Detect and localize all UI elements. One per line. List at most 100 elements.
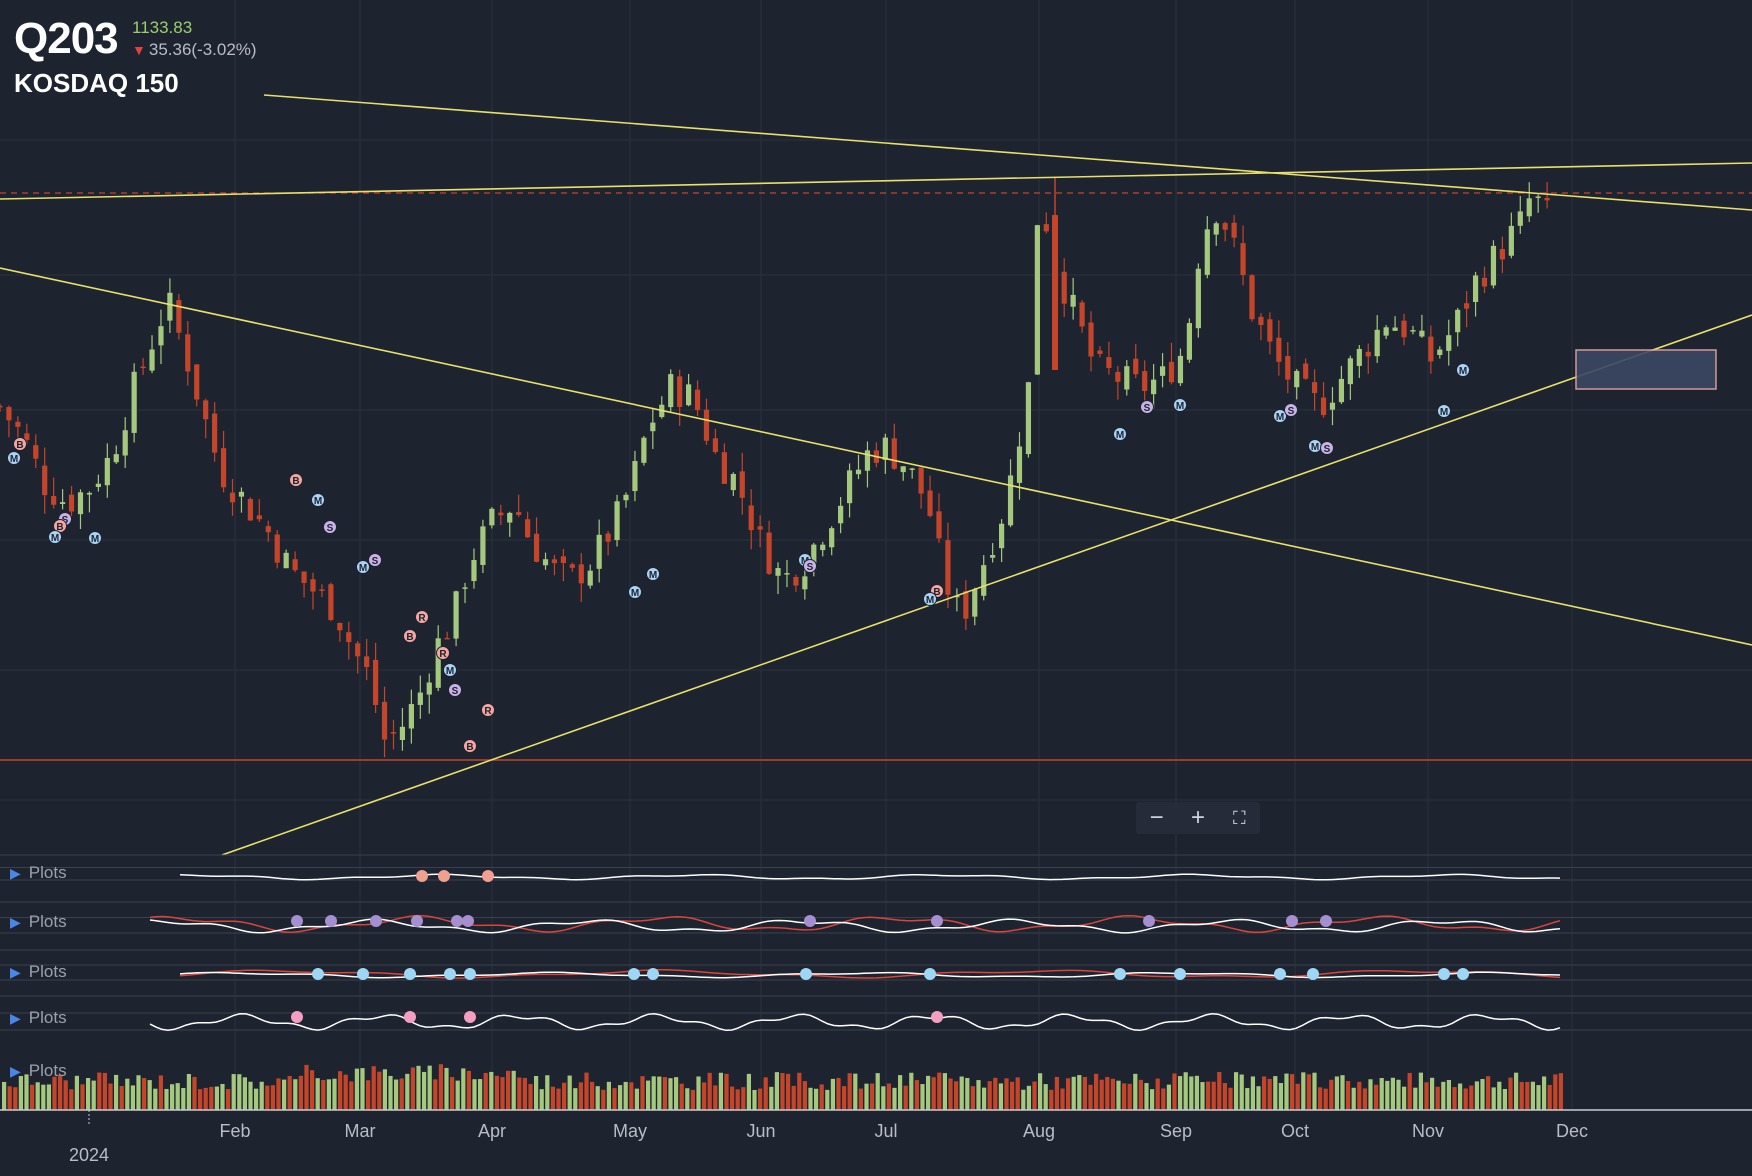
x-axis-year: 2024 [68,1145,110,1165]
volume-bar [388,1075,393,1110]
candle-body [1347,358,1353,385]
volume-bar [819,1084,824,1110]
indicator-dot [931,915,943,927]
volume-bar [1010,1081,1015,1110]
signal-marker-label: M [926,595,934,606]
volume-bar [226,1089,231,1110]
volume-bar [914,1080,919,1110]
indicator-dot [931,1011,943,1023]
volume-bar [679,1083,684,1110]
volume-bar [814,1088,819,1110]
volume-bar [623,1081,628,1110]
volume-bar [987,1081,992,1110]
candle-body [569,564,575,568]
volume-bar [1043,1084,1048,1110]
x-axis-month-label: Aug [1022,1121,1056,1141]
volume-bar [1222,1083,1227,1110]
candle-body [1535,196,1541,198]
volume-bar [142,1078,147,1110]
candle-body [811,544,817,570]
volume-bar [298,1075,303,1110]
volume-bar [1015,1077,1020,1110]
candle-body [1177,355,1184,384]
zoom-controls: − + ⛶ [1136,802,1260,834]
plots-panel-2[interactable]: ▶ Plots [10,912,67,931]
candle-body [33,445,39,459]
candle-body [158,326,164,346]
signal-marker-icon [436,646,450,660]
candle-body [77,492,84,515]
volume-bar [35,1082,40,1110]
candle-body [605,533,611,542]
candle-body [498,512,504,516]
candle-body [1159,366,1166,376]
candle-body [1213,223,1219,235]
candle-body [453,591,459,639]
signal-marker-label: M [1116,430,1124,441]
candle-body [364,656,370,668]
candle-body [1034,225,1040,375]
volume-bar [965,1077,970,1110]
fullscreen-button[interactable]: ⛶ [1233,808,1246,828]
expand-icon[interactable]: ▶ [10,964,21,980]
volume-bar [1379,1078,1384,1110]
indicator-dot [924,968,936,980]
volume-bar [1234,1072,1239,1110]
plots-panel-4[interactable]: ▶ Plots [10,1008,67,1027]
plots-panel-3[interactable]: ▶ Plots [10,962,67,981]
candle-body [1016,446,1023,483]
plots-panel-1[interactable]: ▶ Plots [10,863,67,882]
candle-body [1088,322,1094,357]
volume-bar [1536,1085,1541,1110]
volume-bar [1295,1083,1300,1110]
zoom-out-button[interactable]: − [1149,804,1164,831]
volume-bar [595,1086,600,1110]
candle-body [1481,277,1488,287]
indicator-line [149,1012,1561,1032]
volume-bar [1547,1084,1552,1110]
volume-bar [1066,1078,1071,1110]
candle-body [238,491,245,497]
volume-bar [186,1073,191,1110]
signal-marker-icon [1113,427,1127,441]
signal-marker-label: B [933,587,940,598]
signal-marker-icon [368,553,382,567]
volume-bar [892,1087,897,1110]
candle-body [194,364,200,400]
volume-bar [909,1072,914,1110]
volume-bar [270,1085,275,1110]
plots-panel-5[interactable]: ▶ Plots [10,1061,67,1080]
candle-body [1499,249,1505,260]
signal-marker-icon [628,585,642,599]
expand-icon[interactable]: ▶ [10,1063,21,1079]
candle-body [426,682,432,695]
candle-body [1419,330,1425,337]
candle-body [256,515,262,520]
volume-bar [1558,1073,1563,1110]
expand-icon[interactable]: ▶ [10,1010,21,1026]
candle-body [1383,327,1389,336]
signal-marker-label: M [51,533,59,544]
indicator-dot [325,915,337,927]
candle-body [820,544,826,551]
candle-body [399,726,406,741]
volume-bar [1077,1075,1082,1110]
volume-bar [1088,1084,1093,1110]
volume-bar [713,1085,718,1110]
zoom-in-button[interactable]: + [1190,804,1205,831]
volume-bar [237,1074,242,1110]
expand-icon[interactable]: ▶ [10,865,21,881]
volume-bar [114,1074,119,1110]
expand-icon[interactable]: ▶ [10,914,21,930]
volume-bar [1183,1072,1188,1110]
volume-bar [1301,1072,1306,1110]
candle-body [185,334,191,372]
candle-body [1079,302,1085,327]
volume-bar [1211,1081,1216,1110]
volume-bar [63,1080,68,1110]
candle-body [1428,336,1434,362]
candle-body [283,552,289,569]
volume-bar [1340,1075,1345,1110]
volume-bar [377,1071,382,1110]
